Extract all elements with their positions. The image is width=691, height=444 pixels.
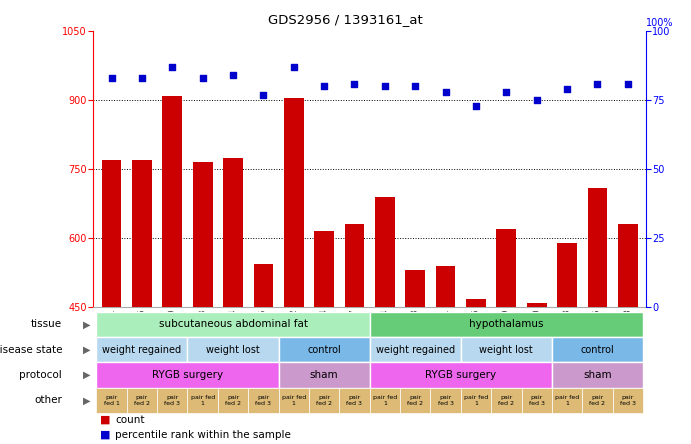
Text: weight regained: weight regained xyxy=(376,345,455,355)
Point xyxy=(106,75,117,82)
Point xyxy=(379,83,390,90)
Text: weight regained: weight regained xyxy=(102,345,182,355)
Point xyxy=(319,83,330,90)
Bar xyxy=(436,266,455,307)
Bar xyxy=(587,187,607,307)
Text: pair
fed 3: pair fed 3 xyxy=(529,395,545,406)
Text: pair
fed 2: pair fed 2 xyxy=(134,395,150,406)
Text: RYGB surgery: RYGB surgery xyxy=(152,370,223,380)
Text: pair fed
1: pair fed 1 xyxy=(282,395,306,406)
Bar xyxy=(162,95,182,307)
Point xyxy=(501,88,512,95)
Point xyxy=(471,102,482,109)
Text: ▶: ▶ xyxy=(83,319,90,329)
Bar xyxy=(223,158,243,307)
Text: ■: ■ xyxy=(100,430,111,440)
Text: pair
fed 2: pair fed 2 xyxy=(589,395,605,406)
Text: pair
fed 1: pair fed 1 xyxy=(104,395,120,406)
Text: pair
fed 2: pair fed 2 xyxy=(225,395,241,406)
Text: count: count xyxy=(115,415,145,425)
Text: pair
fed 2: pair fed 2 xyxy=(316,395,332,406)
Text: pair
fed 3: pair fed 3 xyxy=(620,395,636,406)
Text: subcutaneous abdominal fat: subcutaneous abdominal fat xyxy=(158,319,307,329)
Text: weight lost: weight lost xyxy=(480,345,533,355)
Text: GDS2956 / 1393161_at: GDS2956 / 1393161_at xyxy=(268,13,423,26)
Text: ■: ■ xyxy=(100,415,111,425)
Point xyxy=(167,63,178,71)
Bar xyxy=(102,160,122,307)
Text: pair
fed 2: pair fed 2 xyxy=(498,395,514,406)
Point xyxy=(136,75,147,82)
Text: control: control xyxy=(580,345,614,355)
Bar xyxy=(466,299,486,307)
Point xyxy=(197,75,208,82)
Bar xyxy=(284,98,303,307)
Text: pair
fed 3: pair fed 3 xyxy=(346,395,363,406)
Text: RYGB surgery: RYGB surgery xyxy=(425,370,496,380)
Text: ▶: ▶ xyxy=(83,395,90,405)
Bar xyxy=(497,229,516,307)
Point xyxy=(531,97,542,104)
Text: pair
fed 3: pair fed 3 xyxy=(437,395,453,406)
Point xyxy=(592,80,603,87)
Text: tissue: tissue xyxy=(31,319,62,329)
Point xyxy=(227,72,238,79)
Text: disease state: disease state xyxy=(0,345,62,355)
Text: sham: sham xyxy=(583,370,612,380)
Point xyxy=(288,63,299,71)
Text: pair
fed 3: pair fed 3 xyxy=(164,395,180,406)
Bar xyxy=(527,303,547,307)
Bar xyxy=(557,243,577,307)
Text: pair fed
1: pair fed 1 xyxy=(372,395,397,406)
Text: pair fed
1: pair fed 1 xyxy=(191,395,215,406)
Text: sham: sham xyxy=(310,370,339,380)
Text: percentile rank within the sample: percentile rank within the sample xyxy=(115,430,292,440)
Text: 100%: 100% xyxy=(646,18,674,28)
Point xyxy=(440,88,451,95)
Bar xyxy=(618,224,638,307)
Bar xyxy=(406,270,425,307)
Bar xyxy=(345,224,364,307)
Text: pair fed
1: pair fed 1 xyxy=(555,395,579,406)
Bar xyxy=(132,160,152,307)
Point xyxy=(258,91,269,98)
Text: weight lost: weight lost xyxy=(206,345,260,355)
Text: other: other xyxy=(35,395,62,405)
Bar xyxy=(254,264,273,307)
Bar xyxy=(314,231,334,307)
Point xyxy=(562,86,573,93)
Text: pair
fed 3: pair fed 3 xyxy=(256,395,272,406)
Text: ▶: ▶ xyxy=(83,345,90,355)
Text: control: control xyxy=(307,345,341,355)
Bar xyxy=(193,162,213,307)
Text: protocol: protocol xyxy=(19,370,62,380)
Text: ▶: ▶ xyxy=(83,370,90,380)
Point xyxy=(410,83,421,90)
Bar xyxy=(375,197,395,307)
Text: pair
fed 2: pair fed 2 xyxy=(407,395,424,406)
Point xyxy=(623,80,634,87)
Text: pair fed
1: pair fed 1 xyxy=(464,395,488,406)
Text: hypothalamus: hypothalamus xyxy=(469,319,544,329)
Point xyxy=(349,80,360,87)
